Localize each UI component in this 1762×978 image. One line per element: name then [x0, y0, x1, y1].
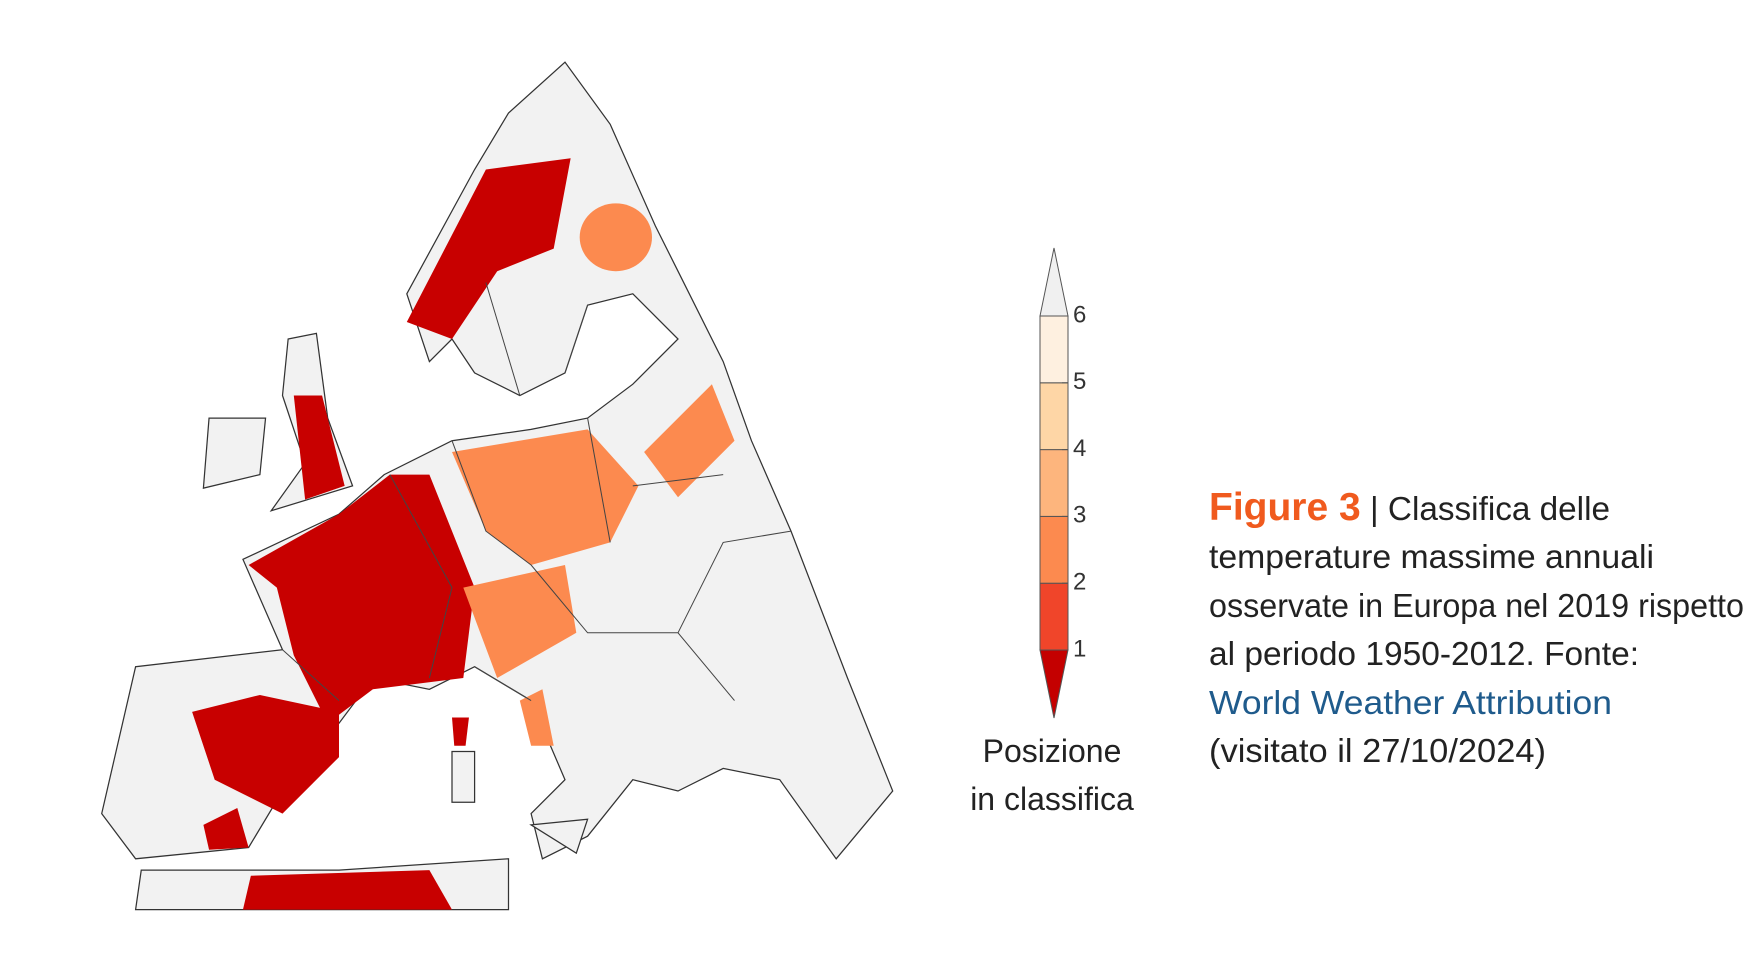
ireland: [202, 417, 267, 489]
colorbar: 1 2 3 4 5 6: [1039, 247, 1086, 719]
warm-areas: [452, 203, 735, 746]
central-europe-area: [452, 429, 639, 565]
colorbar-label-line: in classifica: [970, 781, 1134, 817]
alps-area: [463, 565, 577, 678]
uk-area: [293, 395, 345, 500]
borders: [282, 282, 792, 702]
colorbar-segment: [1039, 382, 1069, 451]
colorbar-extension: [1039, 247, 1069, 317]
colorbar-segment: [1039, 449, 1069, 517]
spain-area: [192, 694, 339, 814]
caption-line: temperature massime annuali: [1209, 538, 1654, 575]
figure-label: Figure 3: [1209, 486, 1361, 529]
africa-area: [242, 870, 452, 910]
colorbar-tick-label: 3: [1073, 502, 1086, 529]
visited-date: (visitato il 27/10/2024): [1209, 732, 1546, 769]
france-area: [248, 474, 475, 724]
scandinavia-area: [406, 158, 571, 339]
andalusia-area: [203, 807, 249, 850]
east-area: [644, 384, 735, 498]
hot-areas: [192, 158, 571, 910]
colorbar-tick-label: 1: [1073, 635, 1086, 662]
colorbar-tick-label: 5: [1073, 368, 1086, 395]
colorbar-segment: [1039, 315, 1069, 384]
colorbar-extension: [1039, 649, 1069, 719]
colorbar-label: Posizione in classifica: [970, 733, 1134, 817]
caption-line: | Classifica delle: [1370, 490, 1610, 527]
colorbar-segment: [1039, 582, 1069, 651]
caption-line: al periodo 1950-2012. Fonte:: [1209, 635, 1639, 672]
europe-map: [101, 61, 894, 911]
colorbar-label-line: Posizione: [983, 733, 1122, 769]
caption: Figure 3 | Classifica delle temperature …: [1209, 486, 1744, 769]
colorbar-segment: [1039, 515, 1069, 584]
colorbar-tick-label: 6: [1073, 301, 1086, 328]
sicily: [529, 818, 589, 855]
source-link[interactable]: World Weather Attribution: [1209, 684, 1612, 721]
sardinia: [451, 750, 476, 803]
colorbar-tick-label: 2: [1073, 569, 1086, 596]
colorbar-tick-label: 4: [1073, 435, 1086, 462]
caption-line: osservate in Europa nel 2019 rispetto: [1209, 587, 1744, 624]
corsica-area: [452, 717, 469, 746]
finland-area: [579, 203, 653, 272]
italy-area: [519, 689, 554, 746]
